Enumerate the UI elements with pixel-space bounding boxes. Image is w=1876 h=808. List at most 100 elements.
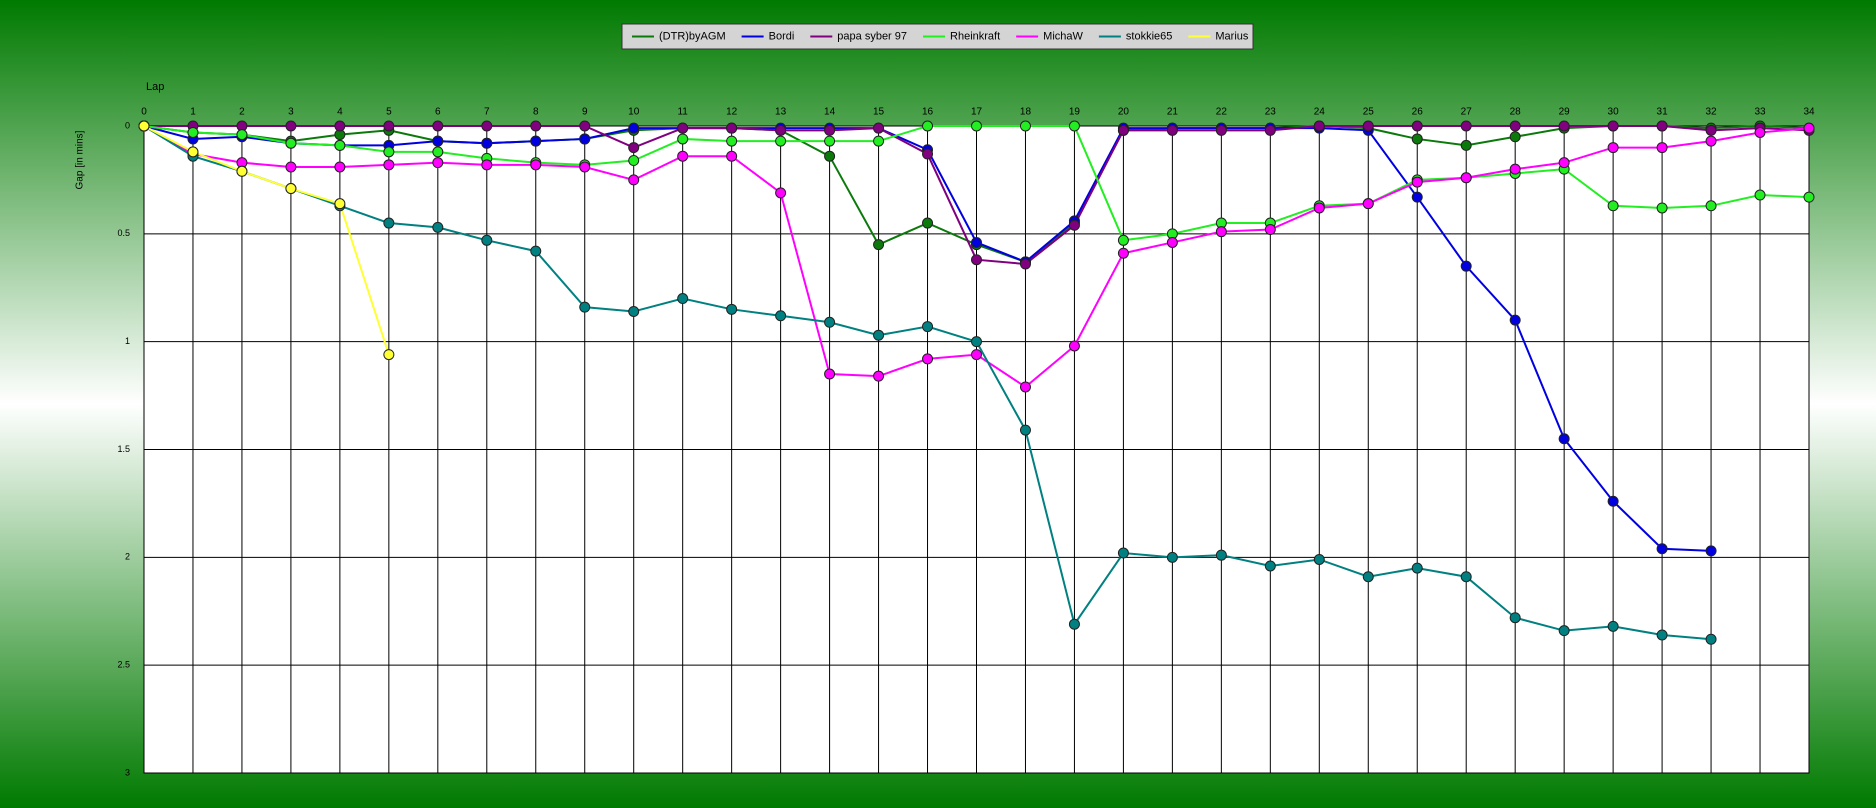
x-tick-label: 22 xyxy=(1216,107,1228,118)
data-point xyxy=(1166,551,1178,563)
data-point xyxy=(922,120,934,132)
x-tick-label: 4 xyxy=(337,107,343,118)
data-point xyxy=(579,161,591,173)
x-tick-label: 12 xyxy=(726,107,738,118)
data-point xyxy=(1754,126,1766,138)
data-point xyxy=(677,150,689,162)
data-point xyxy=(1558,433,1570,445)
y-tick-label: 0 xyxy=(125,120,130,130)
data-point xyxy=(1068,120,1080,132)
data-point xyxy=(1264,560,1276,572)
data-point xyxy=(1803,191,1815,203)
data-point xyxy=(873,370,885,382)
legend-label: Marius xyxy=(1215,30,1249,42)
x-tick-label: 10 xyxy=(628,107,640,118)
data-point xyxy=(1019,424,1031,436)
data-point xyxy=(530,159,542,171)
x-tick-label: 24 xyxy=(1314,107,1326,118)
x-tick-label: 9 xyxy=(582,107,588,118)
x-tick-label: 32 xyxy=(1705,107,1717,118)
data-point xyxy=(138,120,150,132)
data-point xyxy=(285,183,297,195)
data-point xyxy=(1656,629,1668,641)
data-point xyxy=(1166,236,1178,248)
series-line xyxy=(143,125,390,355)
data-point xyxy=(579,133,591,145)
data-point xyxy=(775,135,787,147)
data-point xyxy=(1019,120,1031,132)
data-point xyxy=(1656,120,1668,132)
data-point xyxy=(922,353,934,365)
x-tick-label: 6 xyxy=(435,107,441,118)
data-point xyxy=(1411,133,1423,145)
data-point xyxy=(1509,314,1521,326)
data-point xyxy=(1607,620,1619,632)
x-tick-label: 15 xyxy=(873,107,885,118)
data-point xyxy=(383,146,395,158)
data-point xyxy=(1509,131,1521,143)
data-point xyxy=(432,135,444,147)
data-point xyxy=(1411,176,1423,188)
legend-label: Rheinkraft xyxy=(950,30,1000,42)
y-tick-label: 2 xyxy=(125,552,130,562)
data-point xyxy=(1803,122,1815,134)
x-tick-label: 18 xyxy=(1020,107,1032,118)
data-point xyxy=(1215,226,1227,238)
data-point xyxy=(1705,633,1717,645)
data-point xyxy=(726,150,738,162)
x-tick-label: 5 xyxy=(386,107,392,118)
x-tick-label: 33 xyxy=(1754,107,1766,118)
x-tick-label: 8 xyxy=(533,107,539,118)
data-point xyxy=(187,146,199,158)
data-point xyxy=(873,239,885,251)
data-point xyxy=(971,254,982,266)
data-point xyxy=(971,349,982,361)
x-tick-label: 14 xyxy=(824,107,836,118)
legend-label: papa syber 97 xyxy=(837,30,907,42)
data-point xyxy=(873,122,885,134)
data-point xyxy=(1313,553,1325,565)
data-point xyxy=(1509,120,1521,132)
data-point xyxy=(677,133,689,145)
data-point xyxy=(1313,202,1325,214)
data-point xyxy=(1019,381,1031,393)
data-point xyxy=(971,120,982,132)
data-point xyxy=(677,293,689,305)
data-point xyxy=(628,142,640,154)
x-tick-label: 17 xyxy=(971,107,983,118)
x-tick-label: 31 xyxy=(1657,107,1669,118)
x-tick-label: 20 xyxy=(1118,107,1130,118)
data-point xyxy=(726,303,738,315)
data-point xyxy=(1705,545,1717,557)
data-point xyxy=(432,146,444,158)
data-point xyxy=(628,122,640,134)
data-point xyxy=(1460,139,1472,151)
y-tick-label: 0.5 xyxy=(117,228,130,238)
data-point xyxy=(824,150,836,162)
data-point xyxy=(922,217,934,229)
data-point xyxy=(1705,135,1717,147)
x-tick-label: 30 xyxy=(1608,107,1620,118)
data-point xyxy=(1460,120,1472,132)
data-point xyxy=(628,174,640,186)
y-tick-label: 2.5 xyxy=(117,660,130,670)
data-point xyxy=(530,245,542,257)
y-axis-label: Gap [in mins] xyxy=(75,130,86,189)
data-point xyxy=(236,165,248,177)
data-point xyxy=(1117,547,1129,559)
data-point xyxy=(1460,260,1472,272)
data-point xyxy=(1460,172,1472,184)
data-point xyxy=(1313,120,1325,132)
x-tick-label: 25 xyxy=(1363,107,1375,118)
data-point xyxy=(236,129,248,141)
data-point xyxy=(530,120,542,132)
data-point xyxy=(285,137,297,149)
data-point xyxy=(334,139,346,151)
data-point xyxy=(677,122,689,134)
data-point xyxy=(1607,495,1619,507)
data-point xyxy=(334,198,346,210)
data-point xyxy=(971,336,982,348)
data-point xyxy=(1656,543,1668,555)
legend xyxy=(621,23,1254,50)
